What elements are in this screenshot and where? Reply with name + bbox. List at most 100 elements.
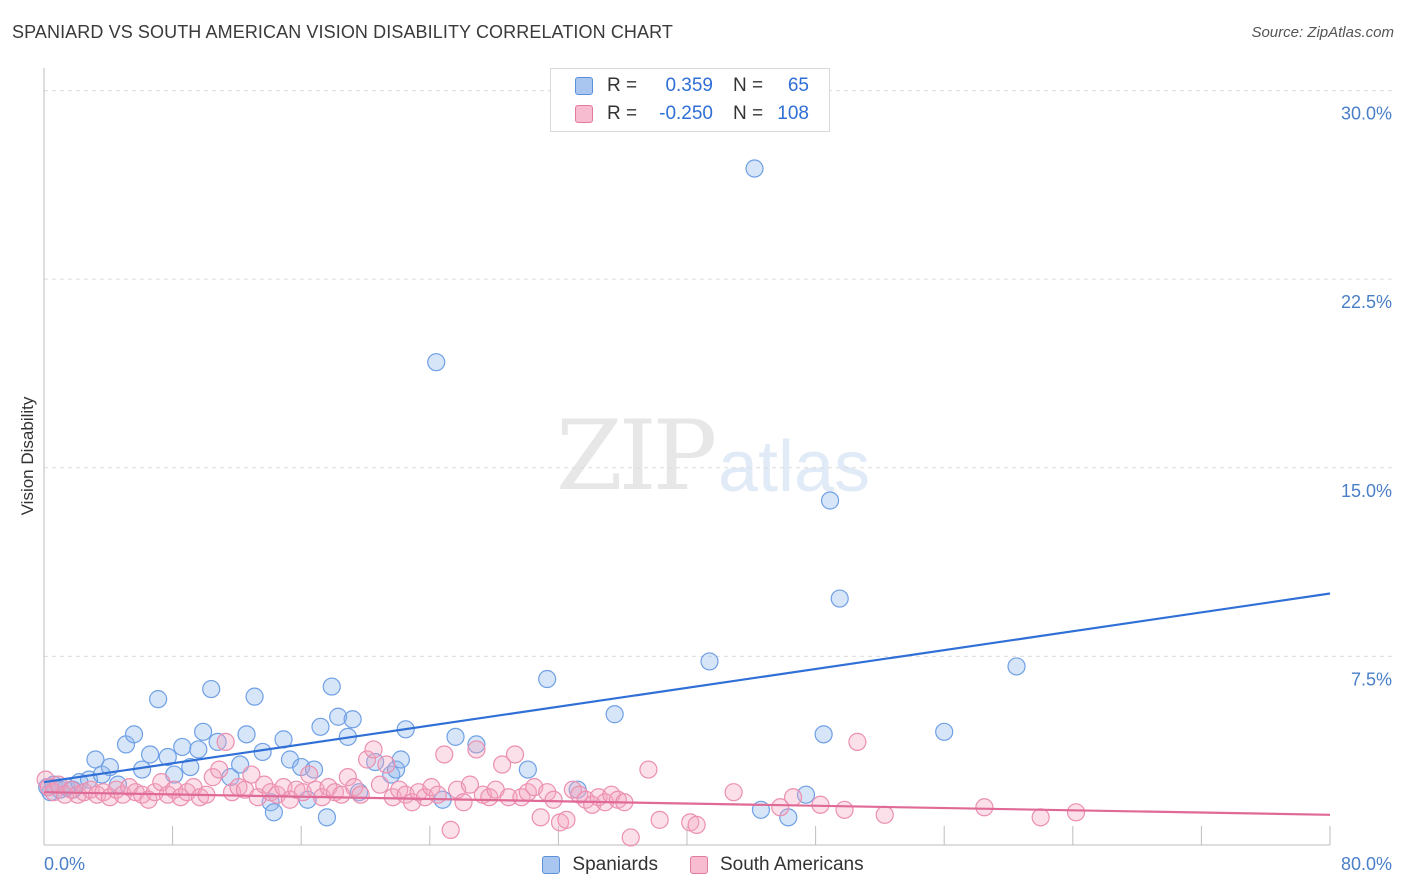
legend-r-label: R = bbox=[607, 103, 638, 124]
data-point-spaniards bbox=[189, 740, 208, 759]
data-point-spaniards bbox=[158, 747, 177, 767]
series-legend: Spaniards South Americans bbox=[0, 852, 1406, 878]
chart-title: SPANIARD VS SOUTH AMERICAN VISION DISABI… bbox=[12, 22, 673, 42]
data-point-spaniards bbox=[605, 705, 624, 724]
data-point-spaniards bbox=[538, 669, 557, 689]
data-point-south-americans bbox=[435, 745, 454, 764]
data-point-spaniards bbox=[814, 725, 833, 744]
data-point-south-americans bbox=[639, 760, 658, 779]
data-point-spaniards bbox=[149, 690, 168, 709]
legend-r-value: 0.359 bbox=[665, 75, 713, 96]
legend-n-value: 65 bbox=[787, 75, 809, 96]
data-point-spaniards bbox=[317, 808, 337, 827]
data-point-south-americans bbox=[377, 755, 396, 774]
data-point-south-americans bbox=[650, 810, 669, 829]
data-point-spaniards bbox=[386, 760, 406, 779]
data-point-south-americans bbox=[338, 768, 357, 787]
data-point-spaniards bbox=[304, 760, 324, 779]
data-point-south-americans bbox=[1066, 803, 1086, 822]
data-point-south-americans bbox=[428, 785, 447, 804]
data-point-spaniards bbox=[446, 727, 465, 746]
data-point-spaniards bbox=[311, 717, 330, 736]
data-point-south-americans bbox=[493, 755, 512, 774]
data-point-south-americans bbox=[724, 783, 743, 802]
data-point-south-americans bbox=[422, 778, 441, 797]
data-point-south-americans bbox=[210, 760, 229, 779]
data-point-spaniards bbox=[140, 745, 160, 764]
watermark-zip: ZIP bbox=[556, 400, 717, 512]
trend-line-spaniards bbox=[43, 592, 1331, 784]
trend-line-south-americans bbox=[43, 791, 1331, 816]
data-point-south-americans bbox=[687, 815, 706, 834]
data-point-spaniards bbox=[86, 750, 105, 769]
data-point-spaniards bbox=[202, 679, 221, 699]
data-point-south-americans bbox=[351, 785, 370, 804]
legend-item-south-americans[interactable]: South Americans bbox=[689, 854, 864, 876]
data-point-south-americans bbox=[531, 808, 550, 827]
data-point-spaniards bbox=[518, 760, 537, 779]
data-point-south-americans bbox=[300, 765, 319, 784]
data-point-south-americans bbox=[139, 790, 158, 809]
legend-swatch-south-americans bbox=[575, 105, 593, 123]
legend-swatch-spaniards bbox=[542, 856, 561, 874]
legend-row-south-americans: R = -0.250 N = 108 bbox=[551, 101, 809, 127]
data-point-south-americans bbox=[345, 778, 364, 797]
data-point-spaniards bbox=[820, 491, 840, 510]
y-tick-label: 7.5% bbox=[1351, 669, 1392, 689]
data-point-south-americans bbox=[358, 750, 377, 769]
watermark-atlas: atlas bbox=[718, 427, 871, 507]
data-point-spaniards bbox=[830, 589, 849, 608]
data-point-spaniards bbox=[124, 725, 144, 744]
data-point-spaniards bbox=[237, 725, 256, 744]
data-point-spaniards bbox=[1007, 657, 1026, 676]
data-point-spaniards bbox=[173, 737, 192, 757]
data-point-south-americans bbox=[454, 793, 473, 812]
data-point-south-americans bbox=[557, 810, 576, 829]
data-point-south-americans bbox=[1031, 808, 1050, 827]
data-point-spaniards bbox=[745, 159, 764, 178]
data-point-south-americans bbox=[441, 820, 460, 840]
data-point-south-americans bbox=[255, 775, 274, 794]
data-point-south-americans bbox=[544, 790, 563, 809]
data-point-south-americans bbox=[975, 798, 994, 817]
data-point-spaniards bbox=[264, 803, 283, 822]
data-point-south-americans bbox=[875, 805, 894, 824]
data-point-south-americans bbox=[203, 768, 222, 787]
data-point-spaniards bbox=[467, 735, 486, 754]
data-point-spaniards bbox=[343, 710, 362, 729]
data-point-south-americans bbox=[835, 800, 854, 819]
x-tick-label: 0.0% bbox=[44, 854, 85, 874]
data-point-spaniards bbox=[181, 757, 200, 777]
data-point-south-americans bbox=[242, 765, 261, 784]
legend-swatch-spaniards bbox=[575, 77, 593, 95]
data-point-south-americans bbox=[771, 798, 790, 817]
data-point-south-americans bbox=[467, 740, 486, 759]
data-point-south-americans bbox=[370, 775, 390, 794]
data-point-south-americans bbox=[216, 732, 235, 751]
correlation-legend: R = 0.359 N = 65 R = -0.250 N = 108 bbox=[550, 68, 830, 132]
data-point-spaniards bbox=[427, 353, 446, 372]
y-tick-label: 15.0% bbox=[1341, 481, 1392, 501]
legend-swatch-south-americans bbox=[689, 856, 708, 874]
legend-n-label: N = bbox=[733, 75, 764, 96]
data-point-spaniards bbox=[700, 652, 719, 671]
data-point-south-americans bbox=[505, 745, 525, 764]
data-point-spaniards bbox=[194, 722, 213, 741]
data-point-spaniards bbox=[329, 707, 348, 726]
data-point-south-americans bbox=[460, 775, 480, 794]
legend-row-spaniards: R = 0.359 N = 65 bbox=[551, 73, 809, 99]
data-point-spaniards bbox=[935, 722, 954, 741]
data-point-south-americans bbox=[783, 788, 803, 807]
data-point-south-americans bbox=[364, 740, 383, 759]
data-point-south-americans bbox=[848, 732, 867, 751]
source-credit: Source: ZipAtlas.com bbox=[1251, 24, 1394, 41]
legend-item-spaniards[interactable]: Spaniards bbox=[542, 854, 658, 876]
legend-n-value: 108 bbox=[777, 103, 809, 124]
legend-n-label: N = bbox=[733, 103, 764, 124]
legend-r-value: -0.250 bbox=[659, 103, 713, 124]
data-point-south-americans bbox=[480, 788, 499, 807]
y-tick-label: 30.0% bbox=[1341, 104, 1392, 124]
legend-label-spaniards: Spaniards bbox=[572, 854, 658, 875]
data-point-spaniards bbox=[322, 677, 341, 696]
